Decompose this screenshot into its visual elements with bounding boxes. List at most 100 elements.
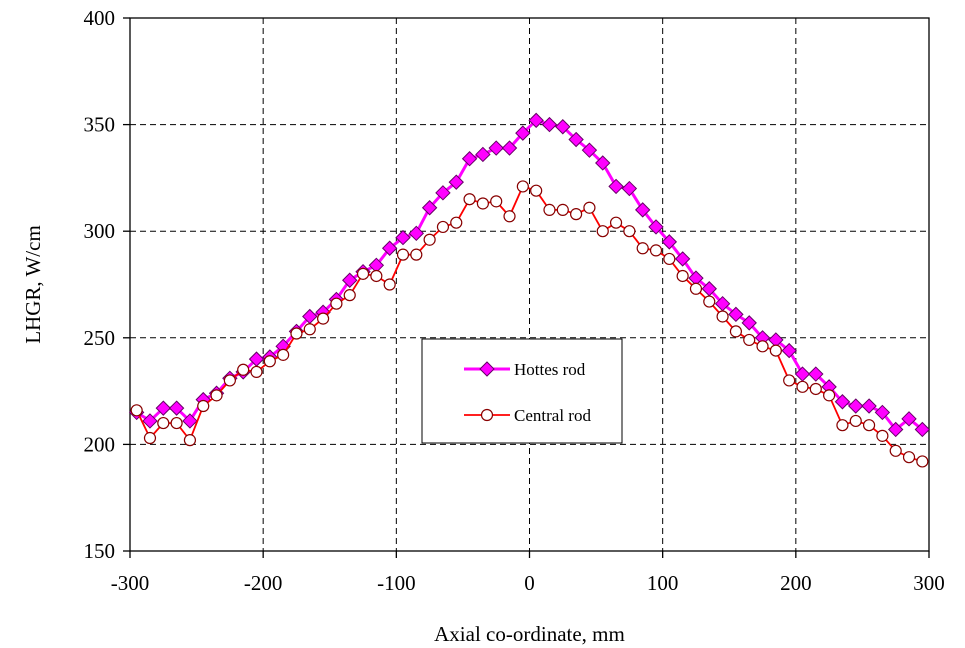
legend-box [421,338,623,444]
data-point-hottes-rod [408,225,425,242]
data-point-central-rod [729,325,743,338]
data-point-central-rod [636,242,649,255]
legend-marker [479,361,495,377]
data-point-central-rod [796,380,809,393]
data-point-central-rod [183,434,197,447]
data-point-central-rod [689,282,703,295]
data-point-central-rod [543,203,556,216]
data-point-hottes-rod [808,366,824,382]
data-point-central-rod [330,297,343,310]
data-point-hottes-rod [421,200,438,216]
legend-label: Central rod [514,406,591,425]
data-point-hottes-rod [648,219,664,235]
data-point-hottes-rod [621,180,638,197]
data-point-central-rod [436,220,450,234]
data-point-central-rod [583,201,596,214]
data-point-hottes-rod [475,146,491,163]
data-point-central-rod [157,416,170,430]
data-point-central-rod [263,355,276,368]
x-tick-label: 100 [647,571,679,595]
data-point-central-rod [450,216,463,229]
data-point-central-rod [130,404,143,417]
data-point-central-rod [783,374,796,387]
data-point-central-rod [490,195,503,208]
data-point-central-rod [356,267,370,280]
data-point-central-rod [916,455,929,468]
data-point-central-rod [290,327,303,340]
data-point-central-rod [516,180,529,193]
data-point-central-rod [463,193,476,206]
data-point-central-rod [343,289,356,302]
x-tick-label: 300 [913,571,945,595]
data-point-hottes-rod [555,119,571,135]
data-point-hottes-rod [674,251,691,267]
data-point-central-rod [383,278,396,291]
data-point-central-rod [250,365,263,379]
data-point-central-rod [769,344,782,357]
x-tick-label: 200 [780,571,812,595]
data-point-hottes-rod [581,142,598,158]
data-point-central-rod [396,248,410,261]
x-tick-label: 0 [524,571,535,595]
data-point-central-rod [423,233,436,246]
data-point-hottes-rod [781,342,797,359]
data-point-central-rod [277,348,290,361]
data-point-central-rod [716,310,729,323]
legend: Hottes rod Central rod [421,338,623,444]
data-point-hottes-rod [155,400,171,416]
data-point-hottes-rod [901,411,917,427]
data-point-central-rod [663,252,676,266]
data-point-hottes-rod [888,421,904,438]
data-point-hottes-rod [568,131,584,148]
data-point-hottes-rod [661,234,678,250]
x-tick-label: -300 [111,571,150,595]
data-point-central-rod [902,451,916,464]
grid [130,18,929,551]
data-point-central-rod [237,363,250,376]
data-point-hottes-rod [595,155,611,171]
data-point-central-rod [836,419,849,432]
data-point-hottes-rod [634,202,651,218]
data-point-central-rod [410,248,423,261]
data-point-central-rod [889,444,902,457]
data-point-hottes-rod [741,315,757,331]
data-point-central-rod [623,225,636,238]
data-point-central-rod [170,416,183,430]
data-point-hottes-rod [142,413,158,429]
x-tick-label: -100 [377,571,416,595]
data-point-central-rod [676,269,689,283]
data-point-central-rod [609,216,623,229]
data-point-hottes-rod [488,140,504,156]
data-point-hottes-rod [342,272,358,288]
data-point-central-rod [197,399,210,413]
data-point-hottes-rod [914,421,931,438]
data-point-central-rod [210,389,223,402]
data-point-central-rod [303,323,316,336]
data-point-hottes-rod [861,398,877,414]
data-point-central-rod [570,208,583,221]
data-point-central-rod [143,431,157,445]
data-point-hottes-rod [528,112,544,129]
y-tick-label: 300 [84,219,116,243]
data-point-central-rod [530,184,543,197]
data-point-central-rod [370,269,383,283]
series-central-rod [130,180,929,468]
series-layer [128,112,931,468]
data-point-central-rod [316,312,330,325]
data-point-hottes-rod [461,151,478,167]
data-point-central-rod [862,419,876,432]
data-point-hottes-rod [515,125,531,141]
data-point-central-rod [556,203,569,216]
y-tick-label: 400 [84,6,116,30]
data-point-central-rod [743,333,756,347]
data-point-hottes-rod [834,394,851,410]
data-point-central-rod [876,429,889,442]
data-point-hottes-rod [448,174,464,190]
data-point-hottes-rod [541,116,558,133]
data-point-central-rod [503,210,516,223]
data-point-central-rod [703,295,716,308]
data-point-hottes-rod [381,240,398,256]
data-point-hottes-rod [435,185,451,201]
legend-label: Hottes rod [514,360,586,379]
